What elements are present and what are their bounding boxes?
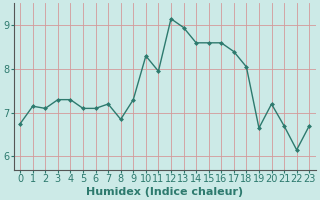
X-axis label: Humidex (Indice chaleur): Humidex (Indice chaleur) [86,187,243,197]
